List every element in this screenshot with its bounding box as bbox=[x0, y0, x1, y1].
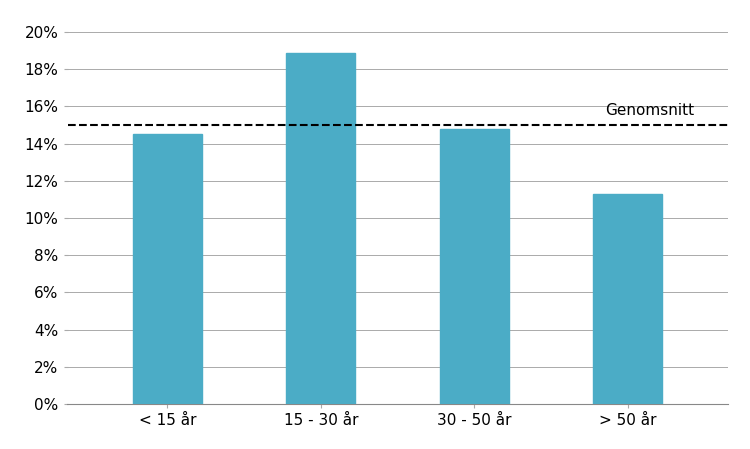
Bar bbox=[133, 134, 202, 404]
Bar bbox=[440, 129, 509, 404]
Bar bbox=[593, 194, 662, 404]
Bar bbox=[286, 53, 356, 404]
Text: Genomsnitt: Genomsnitt bbox=[604, 103, 694, 118]
